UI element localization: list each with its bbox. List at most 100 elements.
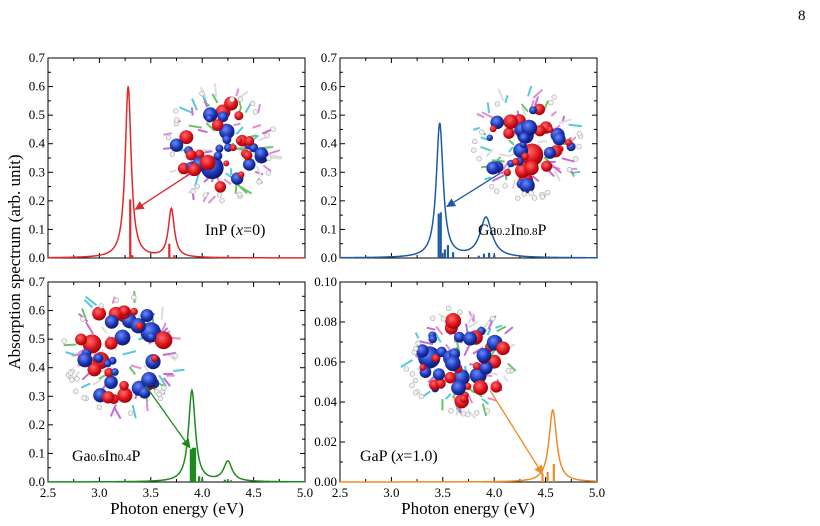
page-number: 8 xyxy=(798,8,806,24)
orbital-lobe xyxy=(521,119,538,136)
x-tick-label: 3.5 xyxy=(143,485,159,500)
orbital-lobe xyxy=(119,305,130,317)
orbital-lobe xyxy=(519,132,530,144)
panel-top-left: 0.0 0.1 0.2 0.3 0.4 0.5 0.6 0.7 InP (x=0) xyxy=(29,50,306,265)
hydrogen-atom xyxy=(494,101,501,107)
hydrogen-atom xyxy=(502,183,508,189)
molecule-bond xyxy=(233,122,241,127)
orbital-lobe xyxy=(138,386,151,399)
hydrogen-atom xyxy=(229,96,235,103)
orbital-lobe xyxy=(431,353,441,363)
molecule-bond xyxy=(163,132,172,136)
orbital-lobe xyxy=(179,130,194,145)
panel-label: InP (x=0) xyxy=(205,222,265,239)
molecule-bond xyxy=(491,159,505,163)
orbital-lobe xyxy=(140,308,154,323)
orbital-lobe xyxy=(111,368,119,376)
orbital-lobe xyxy=(564,138,572,146)
molecule-inset xyxy=(400,305,517,420)
hydrogen-atom xyxy=(412,345,419,352)
molecule-bond xyxy=(520,103,529,113)
y-tick-label: 0.5 xyxy=(29,107,45,122)
hydrogen-atom xyxy=(252,109,259,115)
hydrogen-atom xyxy=(270,126,276,132)
hydrogen-atom xyxy=(471,147,477,153)
molecule-bond xyxy=(498,153,508,157)
molecule-bond xyxy=(463,345,470,357)
hydrogen-atom xyxy=(412,390,419,396)
hydrogen-atom xyxy=(96,404,103,410)
molecule-bond xyxy=(484,176,492,181)
hydrogen-atom xyxy=(489,183,495,190)
panel-label-part: GaP ( xyxy=(360,448,396,465)
molecule-bond xyxy=(426,326,436,331)
molecule-bond xyxy=(128,366,136,375)
orbital-lobe xyxy=(552,132,566,146)
y-tick-label: 0.4 xyxy=(29,136,46,151)
hydrogen-atom xyxy=(81,395,87,401)
molecule-bond xyxy=(162,351,177,356)
hydrogen-atom xyxy=(236,191,243,198)
orbital-lobe xyxy=(242,158,256,171)
panel-label-part: 0.2 xyxy=(497,226,511,238)
molecule-bond xyxy=(400,359,414,368)
molecule-bond xyxy=(455,340,461,353)
y-tick-label: 0.02 xyxy=(314,434,337,449)
orbital-lobe xyxy=(185,149,197,161)
pointer-arrow xyxy=(145,385,191,449)
hydrogen-atom xyxy=(80,316,86,322)
y-tick-label: 0.3 xyxy=(321,164,337,179)
x-tick-label: 3.0 xyxy=(383,485,399,500)
hydrogen-atom xyxy=(409,371,416,377)
hydrogen-atom xyxy=(515,195,521,201)
pointer-arrow xyxy=(446,173,500,208)
molecule-bond xyxy=(468,320,479,329)
molecule-bond xyxy=(162,147,173,150)
pointer-arrow xyxy=(134,173,191,210)
panel-label-part: x xyxy=(395,448,403,465)
molecule-bond xyxy=(130,364,142,370)
orbital-lobe xyxy=(82,334,102,354)
hydrogen-atom xyxy=(264,132,270,139)
molecule-bond xyxy=(495,324,503,329)
molecule-bond xyxy=(487,397,497,402)
x-tick-label: 5.0 xyxy=(297,485,313,500)
molecule-bond xyxy=(173,368,185,372)
molecule-bond xyxy=(190,107,194,116)
hydrogen-atom xyxy=(216,192,223,198)
orbital-lobe xyxy=(435,378,446,389)
hydrogen-atom xyxy=(474,410,480,416)
hydrogen-atom xyxy=(219,197,225,204)
x-tick-label: 3.0 xyxy=(91,485,107,500)
molecule-bond xyxy=(561,157,575,163)
orbital-lobe xyxy=(135,322,144,330)
hydrogen-atom xyxy=(61,338,67,344)
orbital-lobe xyxy=(415,344,429,358)
panel-label-part: 0.8 xyxy=(524,226,538,238)
molecule-inset xyxy=(61,290,185,420)
hydrogen-atom xyxy=(476,156,482,162)
orbital-lobe xyxy=(219,123,235,140)
panel-label-part: InP ( xyxy=(205,222,236,239)
plot-frame xyxy=(339,57,598,259)
panel-label-part: x xyxy=(235,222,243,239)
orbital-lobe xyxy=(119,380,129,391)
hydrogen-atom xyxy=(573,156,579,162)
molecule-bond xyxy=(223,178,232,186)
molecule-bond xyxy=(466,409,477,420)
hydrogen-atom xyxy=(440,316,446,322)
panel-label-part: Ga xyxy=(478,222,497,239)
molecule-bond xyxy=(548,170,555,178)
molecule-bond xyxy=(162,377,171,387)
molecule-bond xyxy=(496,325,507,333)
orbital-lobe xyxy=(521,152,529,161)
orbital-lobe xyxy=(211,119,224,131)
molecule-bond xyxy=(481,398,490,405)
molecule-bond xyxy=(85,295,98,307)
hydrogen-atom xyxy=(190,188,196,195)
orbital-lobe xyxy=(187,163,201,177)
y-tick-label: 0.0 xyxy=(321,250,337,265)
molecule-bond xyxy=(480,145,491,152)
molecule-bond xyxy=(488,371,498,376)
